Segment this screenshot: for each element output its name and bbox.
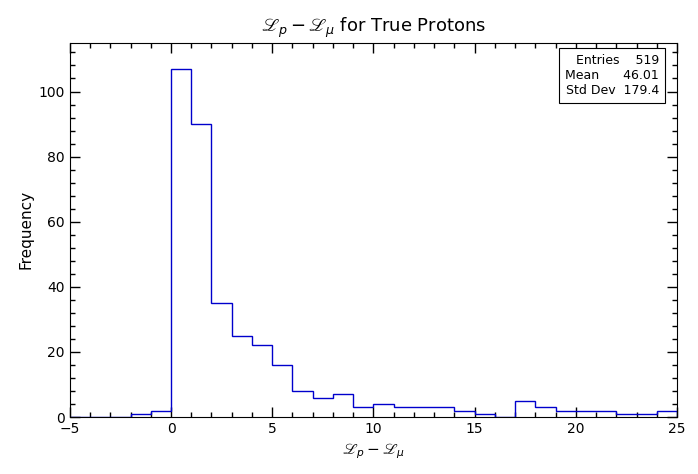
- Text: Entries    519
Mean      46.01
Std Dev  179.4: Entries 519 Mean 46.01 Std Dev 179.4: [565, 54, 659, 97]
- Y-axis label: Frequency: Frequency: [18, 191, 33, 269]
- X-axis label: $\mathscr{L}_p - \mathscr{L}_\mu$: $\mathscr{L}_p - \mathscr{L}_\mu$: [342, 442, 405, 461]
- Title: $\mathscr{L}_p - \mathscr{L}_\mu$ for True Protons: $\mathscr{L}_p - \mathscr{L}_\mu$ for Tr…: [261, 15, 486, 39]
